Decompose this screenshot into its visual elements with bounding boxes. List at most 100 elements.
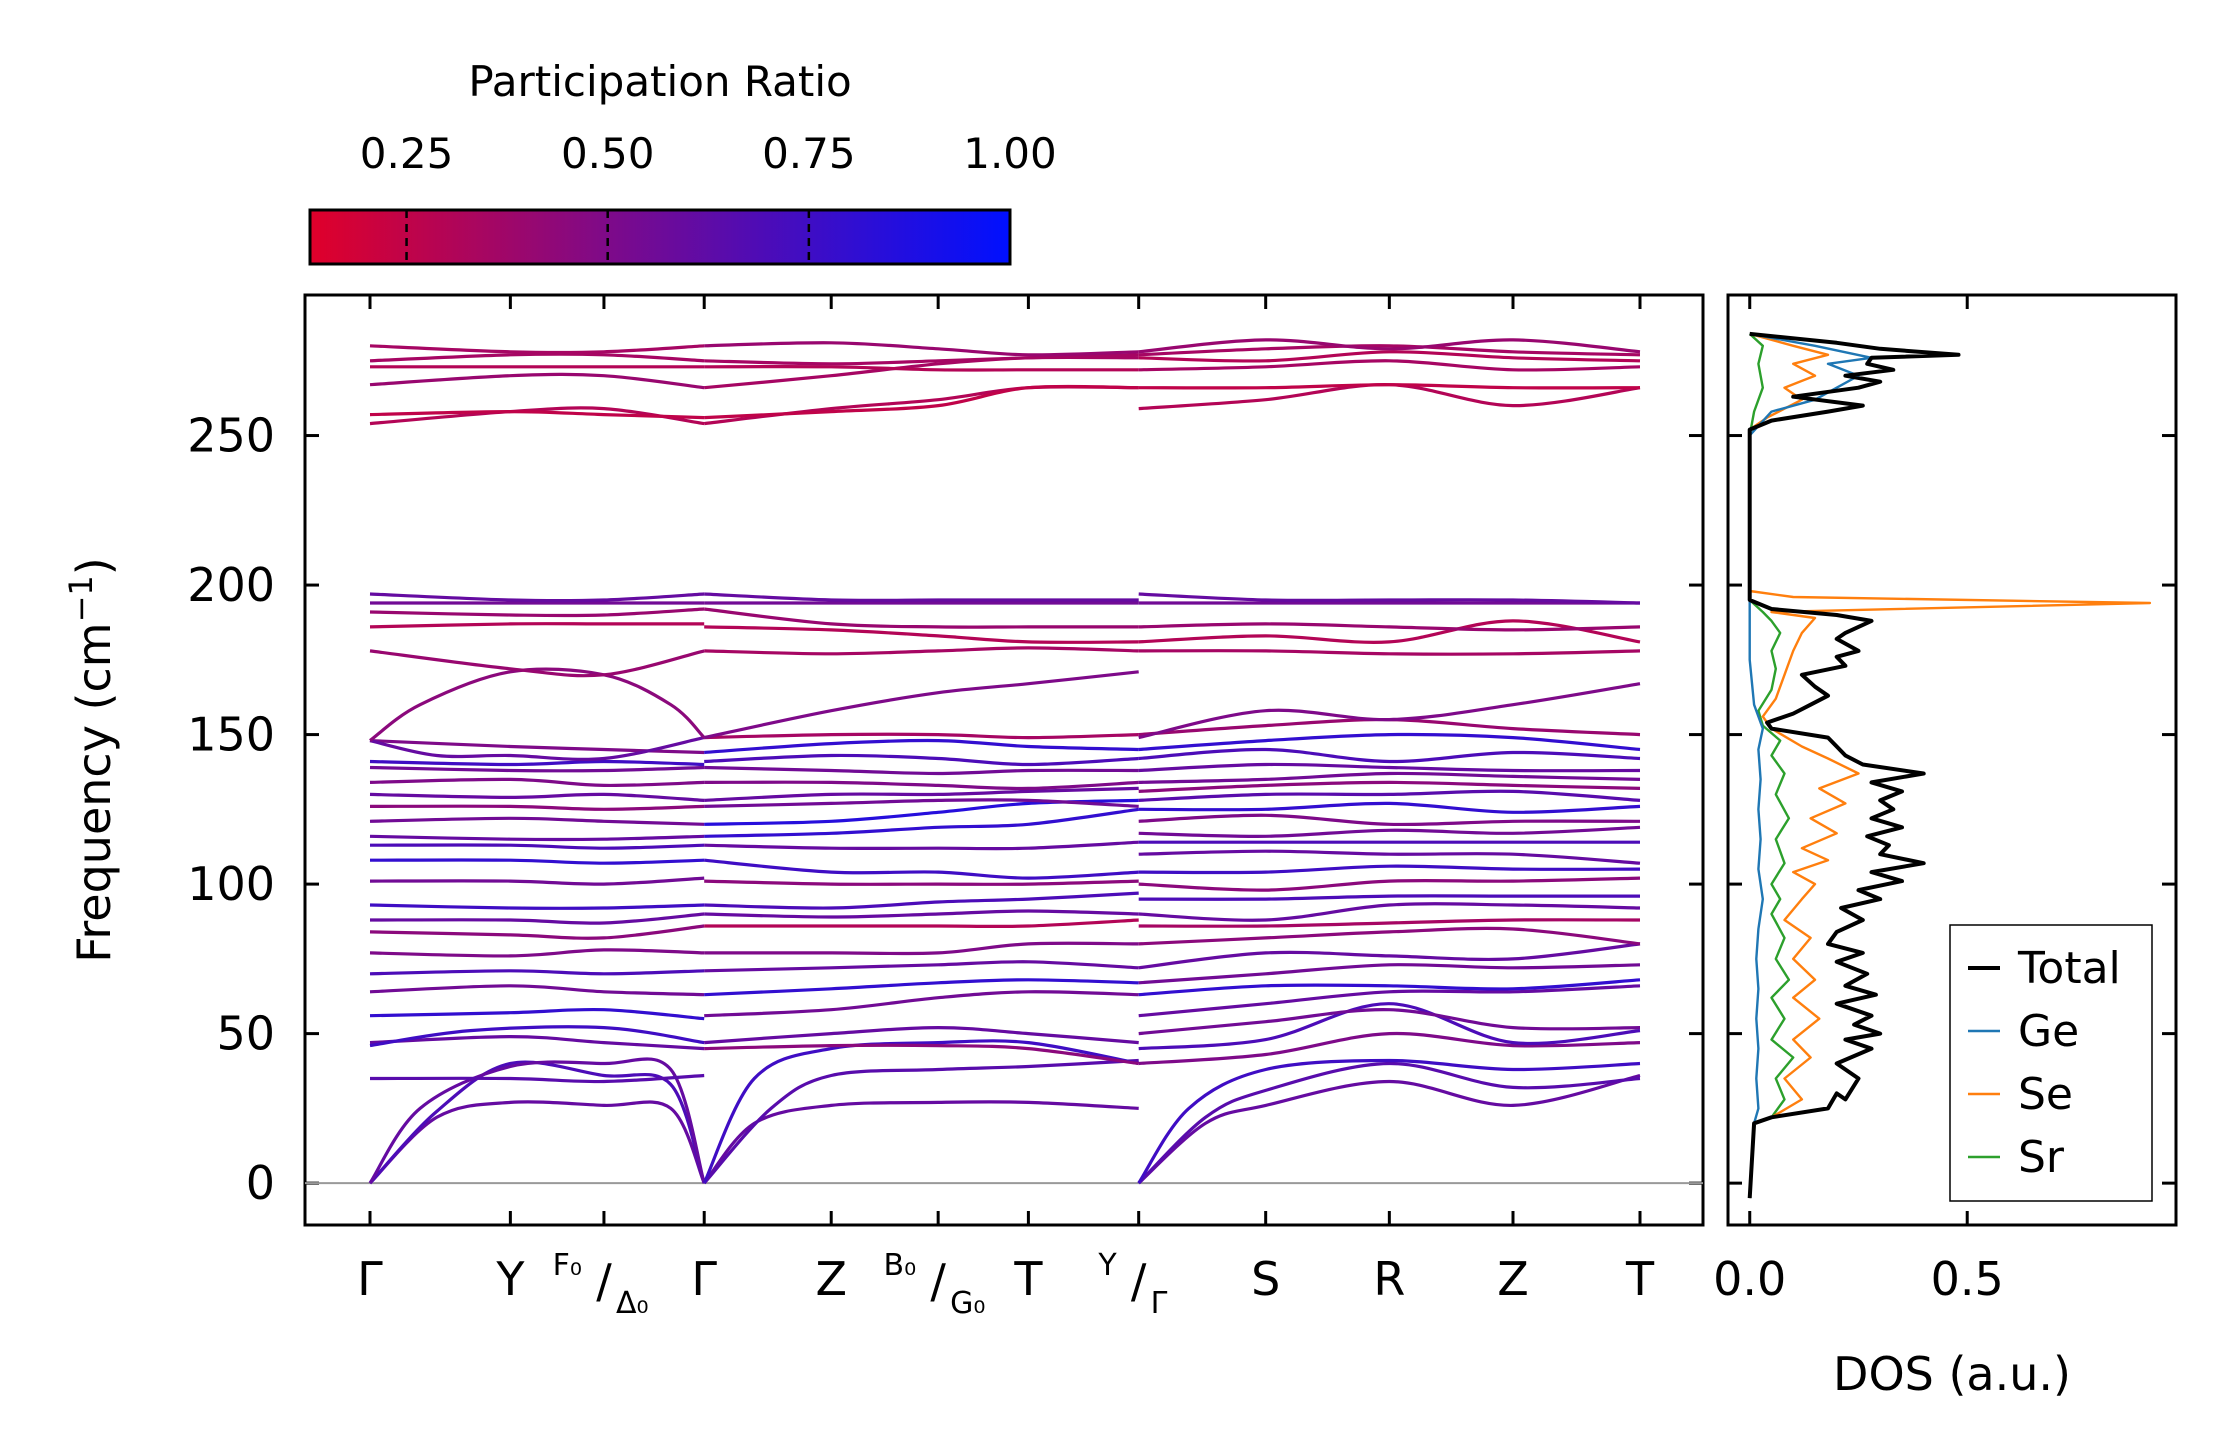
phonon-band-seg1: [369, 1035, 705, 1051]
phonon-band-seg2: [704, 960, 1139, 973]
kpoint-label-bottom: Δ₀: [616, 1286, 649, 1321]
phonon-band-seg3: [1138, 963, 1641, 985]
phonon-band-seg3: [1138, 350, 1641, 363]
phonon-band-seg2: [704, 909, 1139, 919]
phonon-band-seg3: [1138, 902, 1641, 922]
phonon-band-seg3: [1138, 619, 1641, 644]
band-y-tick-label: 250: [187, 409, 275, 463]
phonon-band-seg1: [369, 649, 705, 678]
phonon-band-seg2: [704, 646, 1139, 656]
phonon-band-seg3: [1138, 717, 1641, 737]
phonon-band-seg1: [369, 765, 705, 773]
phonon-band-seg2: [704, 353, 1139, 366]
phonon-band-seg3: [1138, 359, 1641, 372]
phonon-band-seg2: [704, 1026, 1139, 1045]
phonon-band-seg3: [1138, 813, 1641, 827]
phonon-band-seg3: [1138, 894, 1640, 901]
colorbar-tick-label: 1.00: [963, 129, 1057, 178]
phonon-band-seg2: [704, 978, 1139, 997]
band-y-tick-label: 0: [246, 1156, 275, 1210]
band-x-ticks: Γ Y F₀ / Δ₀ Γ Z B₀ / G₀ T Y / Γ S R Z T: [357, 295, 1655, 1321]
phonon-band-seg1: [369, 834, 705, 842]
kpoint-label: S: [1251, 1252, 1280, 1306]
phonon-band-seg3: [1138, 762, 1641, 773]
kpoint-label: Z: [1497, 1252, 1529, 1306]
colorbar-tick-label: 0.50: [561, 129, 655, 178]
phonon-band-seg2: [704, 941, 1139, 956]
phonon-band-seg2: [704, 607, 1139, 629]
phonon-band-seg1: [369, 858, 705, 865]
phonon-band-seg1: [369, 622, 705, 629]
phonon-band-seg2: [704, 858, 1139, 880]
kpoint-label-split: Y / Γ: [1097, 1248, 1167, 1321]
dos-legend: Total Ge Se Sr: [1949, 924, 2153, 1202]
band-axes-frame: [303, 293, 1705, 1227]
phonon-band-seg1: [369, 352, 705, 363]
phonon-band-seg1: [369, 607, 705, 618]
kpoint-label-slash: /: [596, 1254, 612, 1308]
colorbar-gradient: [308, 208, 1012, 266]
phonon-band-seg1: [369, 816, 705, 826]
phonon-band-seg3: [1138, 789, 1641, 802]
phonon-band-seg3: [1138, 732, 1641, 752]
phonon-band-seg1: [369, 1025, 705, 1048]
kpoint-label-top: Y: [1097, 1248, 1117, 1283]
phonon-band-seg3: [1138, 592, 1641, 605]
phonon-band-seg1: [368, 1057, 706, 1184]
kpoint-label-bottom: G₀: [950, 1286, 985, 1321]
phonon-band-seg3: [1137, 1073, 1641, 1185]
kpoint-label: R: [1373, 1252, 1405, 1306]
phonon-band-seg3: [1138, 338, 1641, 354]
phonon-band-seg3: [1138, 344, 1641, 357]
phonon-band-seg3: [1138, 649, 1641, 656]
phonon-band-seg2: [704, 1043, 1139, 1066]
colorbar-tick-label: 0.25: [360, 129, 454, 178]
phonon-band-seg2: [704, 625, 1139, 644]
phonon-band-seg3: [1138, 1008, 1641, 1036]
phonon-band-seg1: [369, 903, 705, 910]
band-y-tick-label: 100: [187, 857, 275, 911]
phonon-band-seg2: [704, 753, 1139, 767]
svg-text:Frequency (cm−1): Frequency (cm−1): [62, 557, 121, 962]
phonon-band-seg3: [1137, 1058, 1641, 1184]
ylabel-end: ): [67, 557, 121, 575]
phonon-band-seg2: [704, 780, 1139, 791]
phonon-band-seg2: [702, 1100, 1139, 1185]
phonon-band-seg1: [369, 984, 705, 997]
phonon-band-seg1: [369, 1007, 705, 1021]
kpoint-label: T: [1013, 1252, 1043, 1306]
phonon-band-seg1: [369, 736, 705, 761]
phonon-band-seg3: [1138, 926, 1641, 946]
phonon-band-seg3: [1138, 682, 1641, 740]
ylabel-sup: −1: [62, 575, 100, 622]
phonon-band-seg1: [369, 969, 705, 976]
dos-x-tick-label: 0.0: [1713, 1252, 1786, 1306]
kpoint-label-top: B₀: [884, 1248, 917, 1283]
phonon-band-seg2: [704, 879, 1139, 886]
dos-series-total: [1747, 331, 1961, 1199]
colorbar-ticks: 0.25 0.50 0.75 1.00: [360, 129, 1057, 264]
phonon-band-seg1: [368, 1060, 706, 1185]
phonon-band-seg1: [369, 592, 705, 603]
phonon-band-seg3: [1138, 1031, 1641, 1066]
phonon-band-seg1: [369, 948, 705, 958]
dos-x-axis-title: DOS (a.u.): [1833, 1347, 2071, 1401]
phonon-band-seg3: [1138, 942, 1641, 970]
kpoint-label: T: [1625, 1252, 1655, 1306]
phonon-band-seg3: [1138, 771, 1641, 784]
phonon-band-seg2: [704, 786, 1139, 802]
kpoint-label-bottom: Γ: [1151, 1286, 1168, 1321]
phonon-band-seg1: [369, 843, 705, 850]
kpoint-label-split: B₀ / G₀: [884, 1248, 986, 1321]
kpoint-label: Z: [815, 1252, 847, 1306]
dos-axes-frame: [1726, 293, 2178, 1227]
phonon-band-seg2: [704, 384, 1139, 420]
phonon-band-seg1: [369, 924, 705, 940]
legend-label: Ge: [2018, 1006, 2079, 1057]
phonon-band-seg3: [1138, 984, 1641, 1018]
phonon-band-seg1: [368, 1100, 706, 1185]
phonon-band-seg2: [704, 798, 1139, 808]
band-y-tick-label: 200: [187, 558, 275, 612]
